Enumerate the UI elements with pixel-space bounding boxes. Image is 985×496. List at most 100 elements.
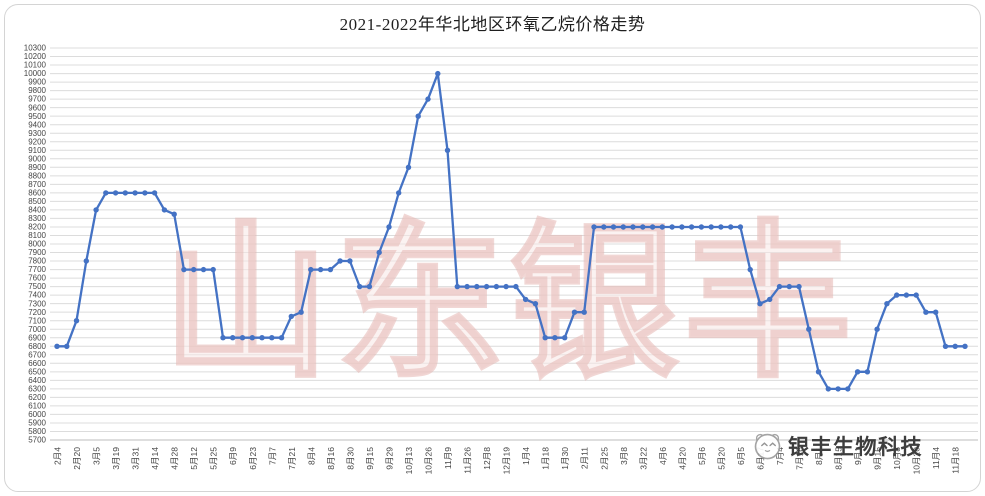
svg-text:5月25: 5月25 [209, 447, 219, 470]
svg-text:6月9: 6月9 [228, 447, 238, 465]
svg-text:6700: 6700 [28, 350, 46, 359]
svg-text:5900: 5900 [28, 419, 46, 428]
svg-text:7500: 7500 [28, 282, 46, 291]
svg-text:2月25: 2月25 [599, 447, 609, 470]
svg-text:9月1: 9月1 [853, 447, 863, 465]
svg-text:10200: 10200 [24, 52, 47, 61]
svg-text:10100: 10100 [24, 61, 47, 70]
svg-text:9月29: 9月29 [384, 447, 394, 470]
svg-text:2月11: 2月11 [580, 447, 590, 469]
svg-text:3月22: 3月22 [638, 447, 648, 470]
svg-text:8400: 8400 [28, 206, 46, 215]
svg-text:9100: 9100 [28, 146, 46, 155]
svg-text:9月15: 9月15 [873, 447, 883, 470]
svg-text:4月6: 4月6 [658, 447, 668, 465]
svg-text:7900: 7900 [28, 248, 46, 257]
svg-text:5800: 5800 [28, 427, 46, 436]
svg-text:3月31: 3月31 [131, 447, 141, 470]
svg-text:8月16: 8月16 [326, 447, 336, 470]
svg-text:4月28: 4月28 [170, 447, 180, 470]
svg-text:10月26: 10月26 [424, 447, 434, 475]
svg-text:2月4: 2月4 [53, 447, 63, 465]
svg-text:7月7: 7月7 [267, 447, 277, 465]
svg-text:6100: 6100 [28, 402, 46, 411]
svg-text:9400: 9400 [28, 120, 46, 129]
svg-text:6300: 6300 [28, 384, 46, 393]
svg-text:6400: 6400 [28, 376, 46, 385]
svg-text:4月20: 4月20 [677, 447, 687, 470]
svg-text:10月13: 10月13 [404, 447, 414, 475]
svg-text:8000: 8000 [28, 240, 46, 249]
svg-text:6900: 6900 [28, 333, 46, 342]
svg-text:1月4: 1月4 [521, 447, 531, 465]
svg-text:7100: 7100 [28, 316, 46, 325]
svg-text:6200: 6200 [28, 393, 46, 402]
svg-text:9800: 9800 [28, 86, 46, 95]
svg-text:6月23: 6月23 [248, 447, 258, 470]
svg-text:7月4: 7月4 [775, 447, 785, 465]
svg-text:6600: 6600 [28, 359, 46, 368]
svg-text:7600: 7600 [28, 274, 46, 283]
svg-text:8月4: 8月4 [306, 447, 316, 465]
svg-text:8800: 8800 [28, 171, 46, 180]
svg-text:12月8: 12月8 [482, 447, 492, 470]
svg-text:6月17: 6月17 [755, 447, 765, 470]
svg-text:10000: 10000 [24, 69, 47, 78]
svg-text:12月19: 12月19 [502, 447, 512, 475]
svg-text:3月19: 3月19 [111, 447, 121, 470]
svg-text:1月30: 1月30 [560, 447, 570, 470]
chart-title: 2021-2022年华北地区环氧乙烷价格走势 [339, 15, 646, 34]
svg-text:6000: 6000 [28, 410, 46, 419]
svg-text:8月1: 8月1 [814, 447, 824, 465]
svg-text:8300: 8300 [28, 214, 46, 223]
svg-text:10月8: 10月8 [892, 447, 902, 470]
svg-text:2月20: 2月20 [72, 447, 82, 470]
svg-text:10月20: 10月20 [912, 447, 922, 475]
svg-text:7200: 7200 [28, 308, 46, 317]
svg-text:8600: 8600 [28, 188, 46, 197]
svg-text:7月18: 7月18 [795, 447, 805, 470]
svg-text:7400: 7400 [28, 291, 46, 300]
svg-text:11月18: 11月18 [951, 447, 961, 474]
svg-text:9600: 9600 [28, 103, 46, 112]
svg-text:8700: 8700 [28, 180, 46, 189]
svg-text:6800: 6800 [28, 342, 46, 351]
svg-text:9000: 9000 [28, 154, 46, 163]
svg-text:6月5: 6月5 [736, 447, 746, 465]
svg-text:5月12: 5月12 [189, 447, 199, 470]
svg-text:3月5: 3月5 [92, 447, 102, 465]
svg-text:11月9: 11月9 [443, 447, 453, 469]
svg-text:8月30: 8月30 [345, 447, 355, 470]
svg-text:9500: 9500 [28, 112, 46, 121]
svg-text:10300: 10300 [24, 44, 47, 53]
svg-text:5700: 5700 [28, 436, 46, 445]
svg-text:9200: 9200 [28, 137, 46, 146]
svg-text:8900: 8900 [28, 163, 46, 172]
svg-text:8200: 8200 [28, 223, 46, 232]
svg-text:7300: 7300 [28, 299, 46, 308]
svg-text:7700: 7700 [28, 265, 46, 274]
svg-text:8月15: 8月15 [834, 447, 844, 470]
svg-text:11月4: 11月4 [931, 447, 941, 469]
svg-text:5月20: 5月20 [716, 447, 726, 470]
svg-text:9900: 9900 [28, 78, 46, 87]
svg-text:9月15: 9月15 [365, 447, 375, 470]
svg-text:6500: 6500 [28, 367, 46, 376]
svg-text:9700: 9700 [28, 95, 46, 104]
sheep-mascot-icon [754, 433, 781, 460]
svg-text:8100: 8100 [28, 231, 46, 240]
svg-text:5月6: 5月6 [697, 447, 707, 465]
svg-text:3月8: 3月8 [619, 447, 629, 465]
svg-text:7月21: 7月21 [287, 447, 297, 470]
svg-text:4月14: 4月14 [150, 447, 160, 470]
svg-text:7000: 7000 [28, 325, 46, 334]
svg-text:1月18: 1月18 [541, 447, 551, 470]
svg-text:11月26: 11月26 [463, 447, 473, 474]
svg-text:9300: 9300 [28, 129, 46, 138]
svg-text:8500: 8500 [28, 197, 46, 206]
company-logo-text: 银丰生物科技 [788, 435, 923, 459]
svg-text:7800: 7800 [28, 257, 46, 266]
